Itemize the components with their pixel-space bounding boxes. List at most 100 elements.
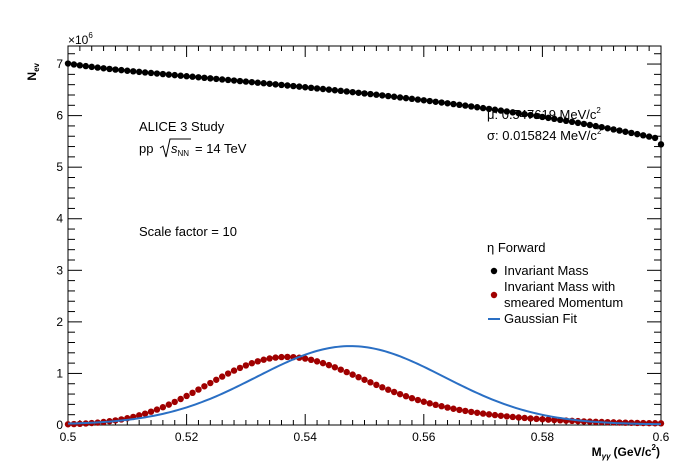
x-axis-title: Mγγ (GeV/c2) — [592, 443, 660, 461]
point-invariant-mass — [598, 123, 605, 131]
y-tick-label: 7 — [56, 57, 63, 71]
point-smeared — [171, 398, 178, 406]
point-invariant-mass — [183, 73, 190, 80]
point-smeared — [218, 373, 226, 380]
point-smeared — [533, 415, 540, 423]
point-smeared — [438, 403, 445, 410]
point-invariant-mass — [432, 98, 439, 105]
sigma-sup: 2 — [597, 127, 602, 136]
point-invariant-mass — [230, 77, 238, 84]
point-invariant-mass — [657, 141, 665, 148]
point-invariant-mass — [539, 113, 546, 121]
legend: η Forward Invariant Mass Invariant Mass … — [487, 240, 623, 326]
point-invariant-mass — [218, 76, 226, 83]
point-invariant-mass — [135, 68, 143, 76]
x-axis-title-unit: (GeV/c — [614, 445, 652, 459]
point-smeared — [213, 376, 220, 383]
legend-marker-smeared — [490, 291, 498, 299]
point-invariant-mass — [373, 91, 380, 98]
point-invariant-mass — [302, 84, 309, 91]
y-tick-label: 4 — [56, 212, 63, 226]
point-invariant-mass — [491, 106, 499, 113]
point-invariant-mass — [533, 112, 540, 120]
point-invariant-mass — [124, 67, 131, 74]
point-smeared — [373, 381, 380, 389]
point-invariant-mass — [266, 80, 273, 87]
point-invariant-mass — [497, 107, 505, 114]
point-invariant-mass — [313, 85, 321, 92]
point-invariant-mass — [236, 77, 244, 85]
point-smeared — [236, 364, 244, 372]
point-invariant-mass — [331, 87, 339, 94]
point-invariant-mass — [390, 93, 398, 100]
point-invariant-mass — [444, 100, 451, 107]
point-smeared — [272, 354, 279, 361]
point-invariant-mass — [201, 74, 208, 82]
y-multiplier: ×106 — [68, 31, 93, 47]
point-smeared — [456, 406, 463, 414]
sqrt-s: sNN — [171, 141, 189, 158]
point-smeared — [343, 368, 350, 376]
point-smeared — [254, 358, 261, 365]
point-invariant-mass — [485, 105, 493, 113]
point-invariant-mass — [651, 134, 659, 142]
x-axis-title-unit-sup: 2 — [652, 443, 657, 452]
point-smeared — [420, 398, 427, 405]
point-invariant-mass — [645, 133, 653, 140]
point-invariant-mass — [88, 63, 95, 71]
y-tick-label: 5 — [56, 160, 63, 174]
point-invariant-mass — [379, 92, 386, 99]
point-invariant-mass — [479, 104, 487, 112]
point-invariant-mass — [420, 97, 427, 104]
point-smeared — [367, 379, 374, 386]
point-invariant-mass — [462, 102, 469, 109]
point-smeared — [177, 395, 184, 403]
point-smeared — [355, 373, 362, 381]
point-invariant-mass — [414, 96, 422, 103]
point-smeared — [479, 410, 487, 417]
point-smeared — [361, 376, 368, 383]
point-smeared — [497, 412, 505, 419]
point-invariant-mass — [94, 64, 101, 71]
point-invariant-mass — [106, 65, 113, 73]
point-invariant-mass — [284, 82, 291, 89]
point-smeared — [284, 353, 291, 361]
point-invariant-mass — [64, 60, 72, 67]
point-smeared — [165, 401, 173, 408]
point-smeared — [462, 407, 469, 415]
point-smeared — [539, 416, 546, 423]
point-invariant-mass — [503, 108, 511, 115]
point-invariant-mass — [343, 88, 350, 95]
sigma-label: σ: 0.015824 MeV/c2 — [487, 127, 602, 143]
collision-prefix: pp — [139, 141, 153, 156]
x-tick-label: 0.58 — [531, 430, 555, 444]
point-invariant-mass — [207, 75, 214, 82]
point-invariant-mass — [551, 115, 558, 123]
point-invariant-mass — [224, 76, 232, 84]
point-invariant-mass — [515, 110, 522, 117]
point-smeared — [402, 393, 410, 400]
point-smeared — [509, 413, 516, 421]
point-invariant-mass — [616, 127, 623, 134]
point-invariant-mass — [456, 101, 463, 109]
point-invariant-mass — [213, 75, 220, 83]
point-invariant-mass — [396, 94, 404, 101]
point-smeared — [414, 396, 422, 404]
point-invariant-mass — [408, 95, 416, 103]
point-invariant-mass — [473, 104, 481, 111]
point-invariant-mass — [307, 84, 315, 92]
point-smeared — [159, 404, 167, 411]
point-invariant-mass — [195, 74, 202, 81]
point-smeared — [396, 390, 404, 398]
point-invariant-mass — [177, 72, 184, 79]
y-axis-title-main: N — [25, 72, 39, 81]
point-invariant-mass — [260, 80, 267, 87]
point-invariant-mass — [272, 81, 279, 88]
y-tick-label: 1 — [56, 366, 63, 380]
point-invariant-mass — [189, 73, 196, 80]
point-invariant-mass — [349, 88, 356, 96]
point-invariant-mass — [296, 83, 303, 90]
point-invariant-mass — [70, 61, 78, 68]
point-invariant-mass — [438, 99, 445, 106]
